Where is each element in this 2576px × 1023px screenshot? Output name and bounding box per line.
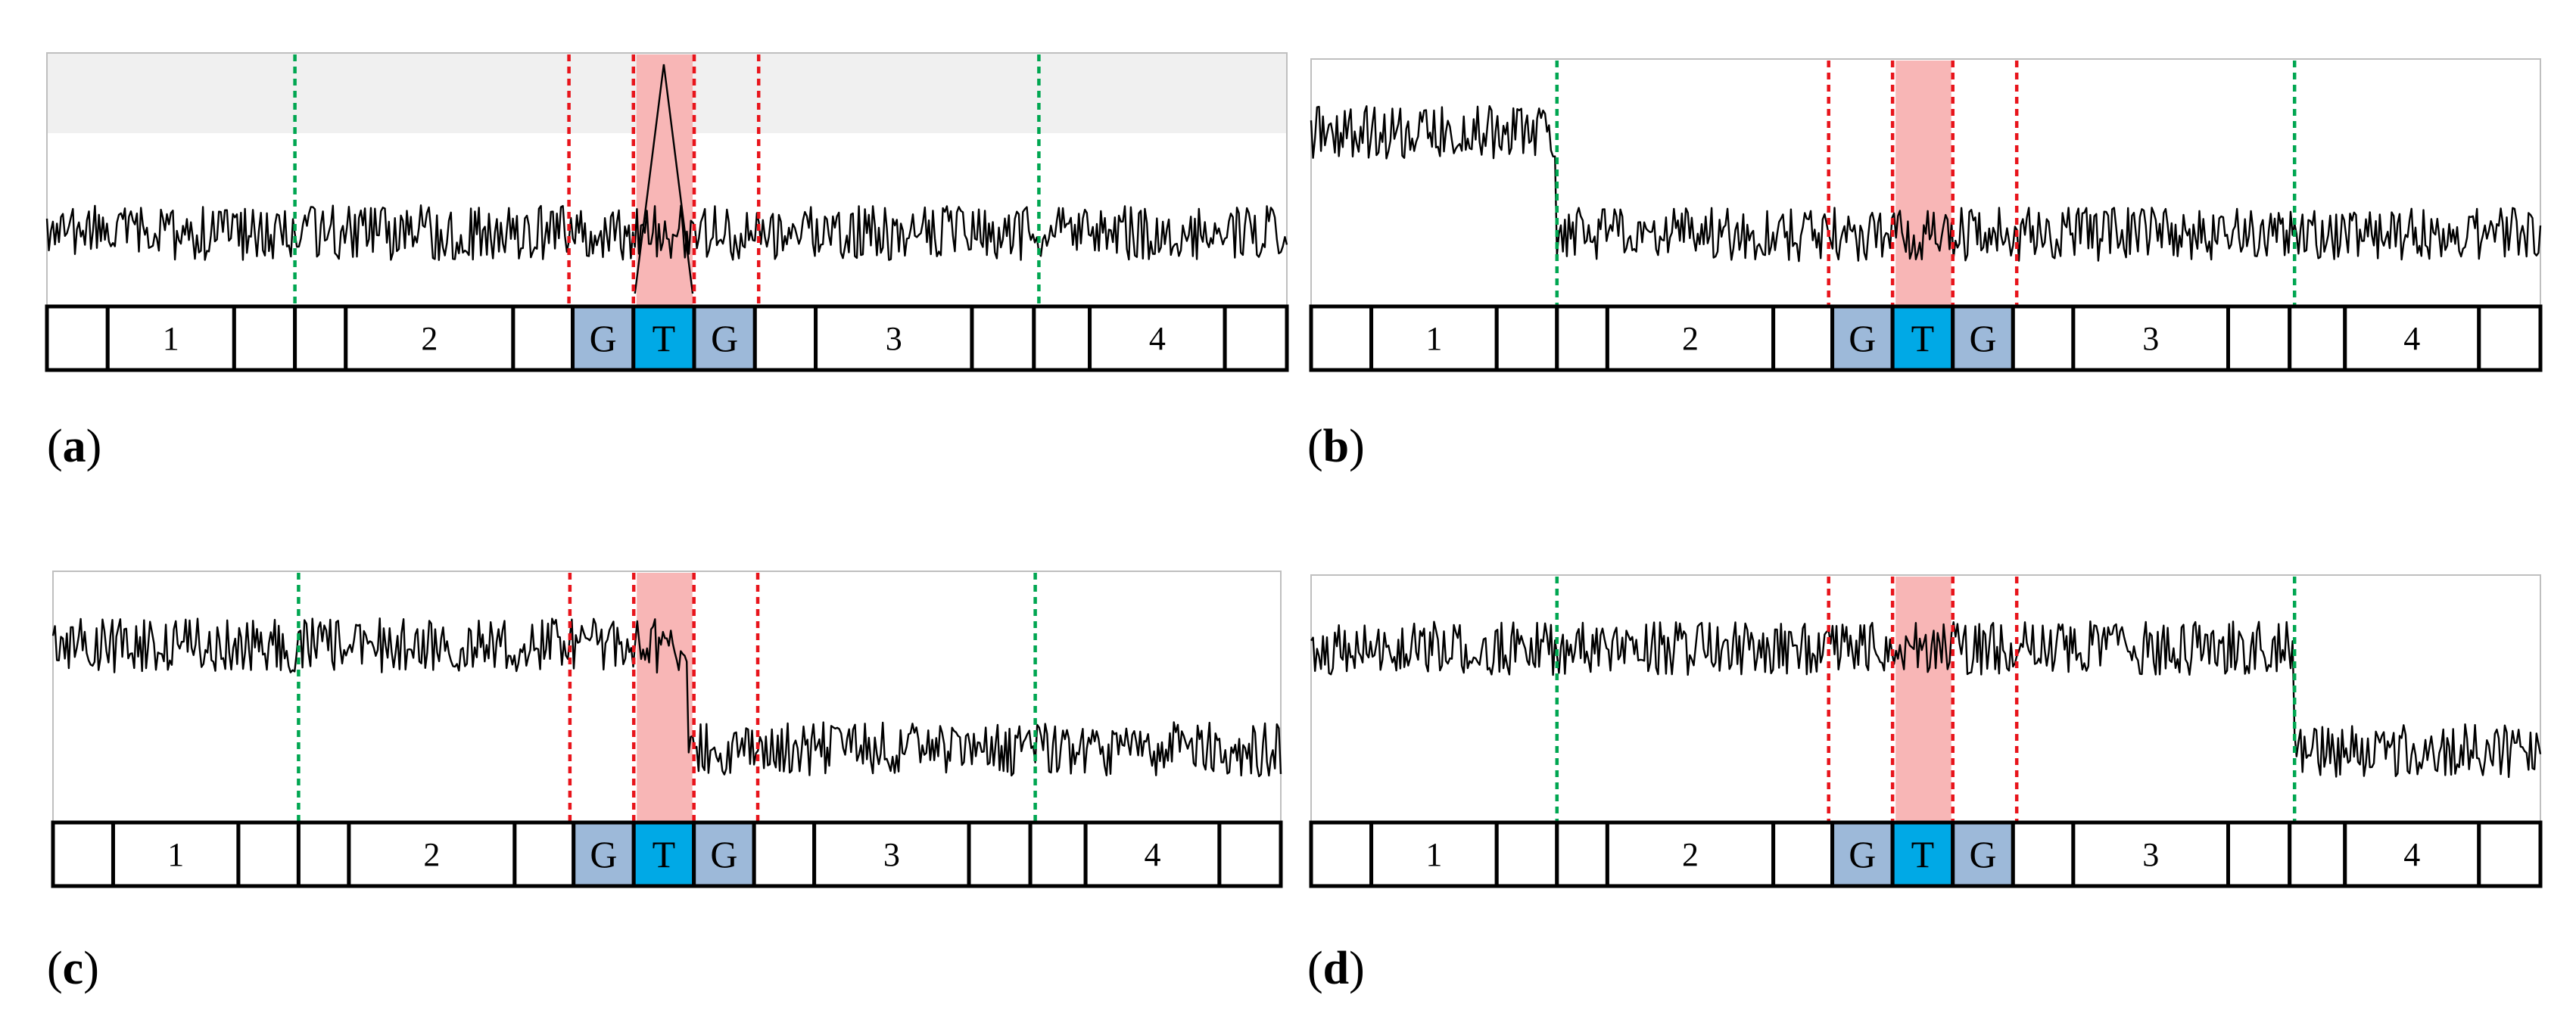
base-label: T xyxy=(653,317,676,359)
spacer-cell xyxy=(51,820,115,888)
spacer-cell xyxy=(1494,820,1559,888)
spacer-cell xyxy=(293,304,348,372)
region-label: 4 xyxy=(1149,320,1166,357)
region-label: 3 xyxy=(883,836,900,873)
panel-a: 1 2 G T G 3 4 (a) xyxy=(45,52,1289,472)
signal-trace xyxy=(1310,105,2542,263)
region-cell xyxy=(1605,304,1776,372)
base-cell xyxy=(1951,304,2015,372)
highlight-region xyxy=(1895,61,1951,306)
spacer-cell xyxy=(1032,304,1092,372)
highlight-region xyxy=(637,573,693,822)
region-label: 2 xyxy=(1682,836,1699,873)
region-cell xyxy=(2343,820,2481,888)
region-label: 1 xyxy=(1425,836,1442,873)
region-label: 3 xyxy=(886,320,902,357)
spacer-cell xyxy=(2226,820,2292,888)
spacer-cell xyxy=(1309,304,1374,372)
region-cell xyxy=(2343,304,2481,372)
base-label: G xyxy=(1849,317,1876,359)
signal-spike xyxy=(634,64,694,294)
panel-label: (a) xyxy=(47,421,101,472)
base-cell xyxy=(692,304,757,372)
region-cell xyxy=(1369,304,1499,372)
base-label: G xyxy=(1969,833,1996,875)
region-label: 4 xyxy=(2403,836,2420,873)
spacer-cell xyxy=(970,304,1036,372)
base-label: G xyxy=(710,833,737,875)
spacer-cell xyxy=(232,304,297,372)
region-cell xyxy=(2071,304,2231,372)
region-label: 2 xyxy=(421,320,438,357)
signal-trace xyxy=(1310,620,2542,779)
base-label: T xyxy=(653,833,676,875)
region-label: 1 xyxy=(167,836,184,873)
highlight-region xyxy=(636,54,693,306)
region-label: 2 xyxy=(1682,320,1699,357)
base-cell xyxy=(572,820,636,888)
region-cell xyxy=(1369,820,1499,888)
spacer-cell xyxy=(2226,304,2292,372)
spacer-cell xyxy=(511,304,575,372)
base-label: G xyxy=(590,317,617,359)
region-label: 3 xyxy=(2142,320,2159,357)
spacer-cell xyxy=(2288,304,2347,372)
base-label: G xyxy=(1969,317,1996,359)
base-label: G xyxy=(1849,833,1876,875)
spacer-cell xyxy=(2011,820,2076,888)
signal-trace xyxy=(51,617,1282,778)
region-label: 3 xyxy=(2142,836,2159,873)
spacer-cell xyxy=(1771,820,1835,888)
spacer-cell xyxy=(2477,820,2543,888)
panel-label: (d) xyxy=(1307,943,1365,994)
spacer-cell xyxy=(752,304,818,372)
spacer-cell xyxy=(752,820,817,888)
spacer-cell xyxy=(512,820,576,888)
spacer-cell xyxy=(1494,304,1559,372)
spacer-cell xyxy=(1309,820,1374,888)
base-label: G xyxy=(711,317,738,359)
spacer-cell xyxy=(1555,304,1609,372)
spacer-cell xyxy=(236,820,301,888)
region-cell xyxy=(105,304,236,372)
region-label: 4 xyxy=(2403,320,2420,357)
spacer-cell xyxy=(2477,304,2543,372)
spacer-cell xyxy=(1555,820,1609,888)
region-label: 1 xyxy=(163,320,179,357)
highlight-region xyxy=(1895,577,1951,822)
spacer-cell xyxy=(2011,304,2076,372)
spacer-cell xyxy=(2288,820,2347,888)
spacer-cell xyxy=(1223,304,1289,372)
region-cell xyxy=(1088,304,1227,372)
region-cell xyxy=(814,304,974,372)
region-cell xyxy=(812,820,971,888)
spacer-cell xyxy=(967,820,1033,888)
region-label: 2 xyxy=(423,836,440,873)
panel-label: (b) xyxy=(1307,421,1365,472)
base-label: G xyxy=(590,833,617,875)
panel-c: 1 2 G T G 3 4 (c) xyxy=(47,571,1283,994)
spacer-cell xyxy=(1771,304,1835,372)
region-cell xyxy=(111,820,241,888)
region-cell xyxy=(1605,820,1776,888)
base-label: T xyxy=(1911,317,1935,359)
panel-b: 1 2 G T G 3 4 (b) xyxy=(1307,58,2543,472)
region-label: 4 xyxy=(1145,836,1161,873)
panel-d: 1 2 G T G 3 4 (d) xyxy=(1307,574,2543,994)
spacer-cell xyxy=(296,820,351,888)
spacer-cell xyxy=(1028,820,1088,888)
spacer-cell xyxy=(1217,820,1283,888)
panel-label: (c) xyxy=(47,943,99,994)
spacer-cell xyxy=(45,304,110,372)
signal-trace xyxy=(45,204,1288,261)
base-label: T xyxy=(1911,833,1935,875)
region-label: 1 xyxy=(1425,320,1442,357)
base-cell xyxy=(1830,820,1895,888)
